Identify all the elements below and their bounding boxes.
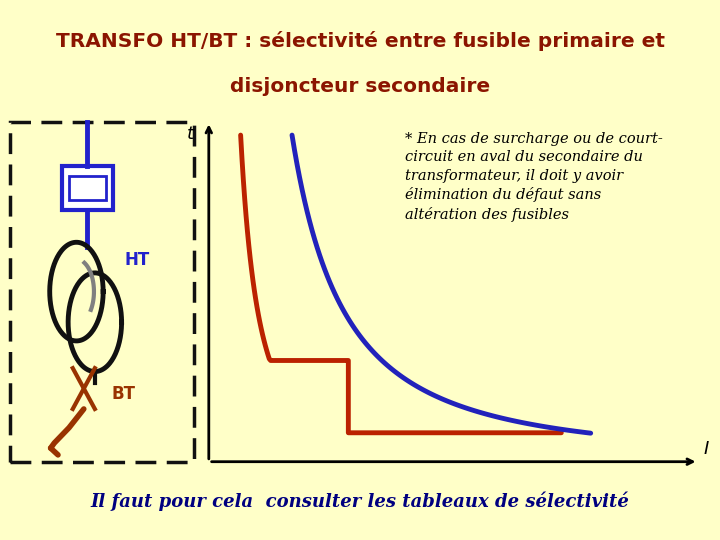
Text: BT: BT: [112, 384, 135, 403]
Text: HT: HT: [125, 251, 150, 269]
Text: Il faut pour cela  consulter les tableaux de sélectivité: Il faut pour cela consulter les tableaux…: [91, 491, 629, 511]
Text: t: t: [187, 125, 194, 143]
Text: TRANSFO HT/BT : sélectivité entre fusible primaire et: TRANSFO HT/BT : sélectivité entre fusibl…: [55, 31, 665, 51]
Bar: [69, 176, 106, 200]
Bar: [62, 166, 113, 210]
Text: * En cas de surcharge ou de court-
circuit en aval du secondaire du
transformate: * En cas de surcharge ou de court- circu…: [405, 132, 662, 222]
Text: disjoncteur secondaire: disjoncteur secondaire: [230, 77, 490, 96]
Text: I: I: [703, 440, 708, 458]
